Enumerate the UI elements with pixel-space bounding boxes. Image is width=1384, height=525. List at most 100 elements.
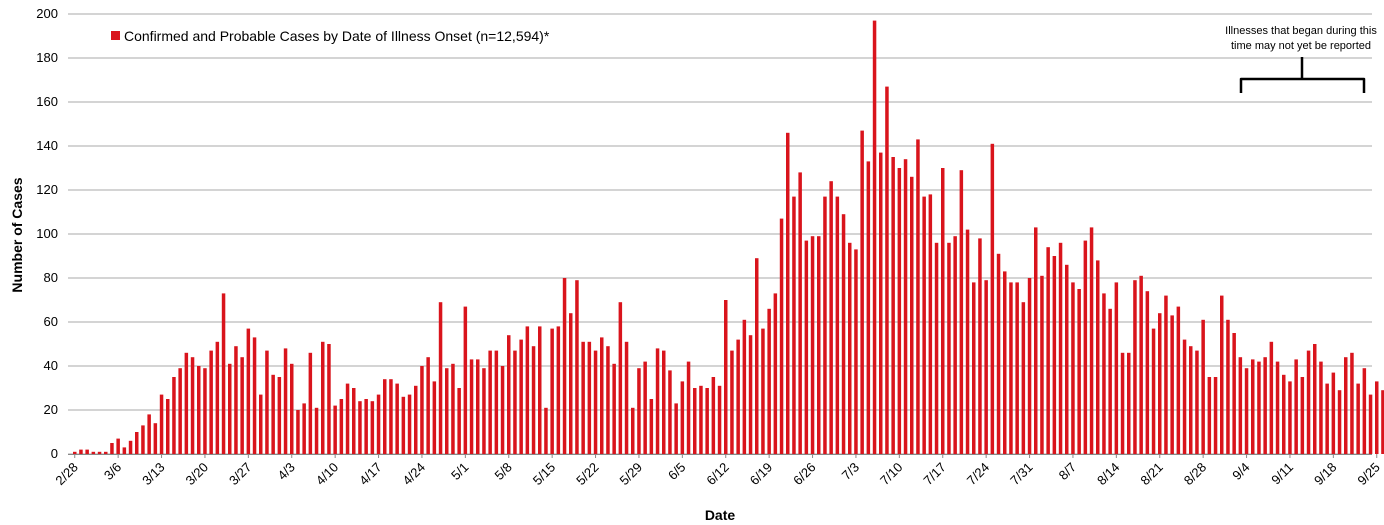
bar	[575, 280, 579, 454]
bar	[525, 326, 530, 454]
bar	[1331, 372, 1336, 454]
bar	[209, 350, 213, 454]
bar	[104, 451, 108, 454]
bar	[1244, 368, 1249, 454]
bar	[457, 388, 461, 454]
annotation-line-2: time may not yet be reported	[1231, 40, 1371, 52]
bar	[1362, 368, 1367, 454]
bar	[352, 388, 356, 454]
y-tick-label: 60	[44, 314, 58, 329]
bar	[197, 366, 201, 454]
bar	[631, 407, 635, 454]
bar	[389, 379, 393, 454]
x-tick-label: 4/3	[274, 460, 297, 483]
bar	[544, 407, 548, 454]
bar	[122, 447, 127, 454]
bar	[1282, 374, 1286, 454]
bar	[494, 350, 499, 454]
bar	[513, 350, 517, 454]
bar	[1344, 357, 1348, 454]
x-tick-label: 5/22	[573, 460, 602, 489]
bar	[141, 425, 145, 454]
x-tick-label: 7/10	[877, 460, 906, 489]
bar	[823, 196, 827, 454]
bar	[786, 132, 790, 455]
bar	[717, 385, 722, 454]
x-axis-label: Date	[705, 507, 736, 523]
bar	[438, 302, 443, 454]
y-tick-label: 200	[36, 6, 58, 21]
bar	[463, 306, 468, 454]
bar	[996, 253, 1001, 454]
bars	[73, 20, 1384, 455]
bar	[1096, 260, 1100, 454]
bar	[407, 394, 412, 454]
bar	[1027, 278, 1032, 454]
bar	[97, 451, 102, 454]
bar	[1009, 282, 1013, 454]
y-tick-label: 40	[44, 358, 58, 373]
bar	[1052, 256, 1057, 454]
bar	[476, 359, 480, 454]
bar	[383, 379, 387, 454]
bar	[203, 368, 207, 454]
x-tick-label: 5/8	[491, 460, 514, 483]
bar	[655, 348, 660, 454]
bar	[835, 196, 840, 454]
bar	[804, 240, 809, 454]
bar	[581, 341, 585, 454]
bar	[1375, 381, 1379, 454]
bar	[401, 396, 406, 454]
x-tick-label: 3/20	[183, 460, 212, 489]
bar	[1207, 377, 1212, 454]
bar	[290, 363, 294, 454]
bar	[624, 341, 629, 454]
bar	[817, 236, 821, 454]
bar	[934, 242, 939, 454]
bar	[1046, 247, 1050, 454]
bar	[643, 361, 647, 454]
x-axis-ticks: 2/28 3/6 3/13 3/20 3/27 4/3 4/10 4/17 4/24 5/1 5/8…	[52, 454, 1383, 489]
bar	[333, 405, 337, 454]
bar	[593, 350, 598, 454]
x-tick-label: 2/28	[52, 460, 81, 489]
bar	[265, 350, 269, 454]
y-tick-label: 160	[36, 94, 58, 109]
bar	[1133, 280, 1137, 454]
bar	[178, 368, 182, 454]
bar	[569, 313, 573, 454]
legend: Confirmed and Probable Cases by Date of …	[111, 28, 550, 44]
bar	[283, 348, 288, 454]
bar	[395, 383, 399, 454]
x-tick-label: 4/17	[356, 460, 385, 489]
bar	[897, 168, 902, 454]
x-tick-label: 9/25	[1354, 460, 1383, 489]
bar	[1294, 359, 1298, 454]
bar	[674, 403, 678, 454]
bar	[500, 366, 505, 454]
bar	[1089, 227, 1094, 454]
bar	[928, 194, 933, 454]
bar	[1238, 357, 1243, 454]
bar	[872, 20, 877, 454]
bar	[420, 366, 424, 454]
bar	[1300, 377, 1305, 454]
bar	[172, 377, 176, 454]
bar	[1058, 242, 1063, 454]
bar	[252, 337, 257, 454]
x-tick-label: 8/14	[1094, 460, 1123, 489]
bar	[941, 168, 945, 454]
y-tick-label: 120	[36, 182, 58, 197]
y-tick-label: 140	[36, 138, 58, 153]
bar	[135, 432, 139, 454]
x-tick-label: 3/6	[101, 460, 124, 483]
bar	[1189, 346, 1193, 454]
x-tick-label: 6/19	[747, 460, 776, 489]
x-tick-label: 7/3	[839, 460, 862, 483]
bar	[705, 388, 709, 454]
bar	[1350, 352, 1354, 454]
annotation-bracket	[1239, 57, 1366, 93]
bar	[296, 410, 300, 454]
bar	[1164, 295, 1168, 454]
bar	[792, 196, 796, 454]
